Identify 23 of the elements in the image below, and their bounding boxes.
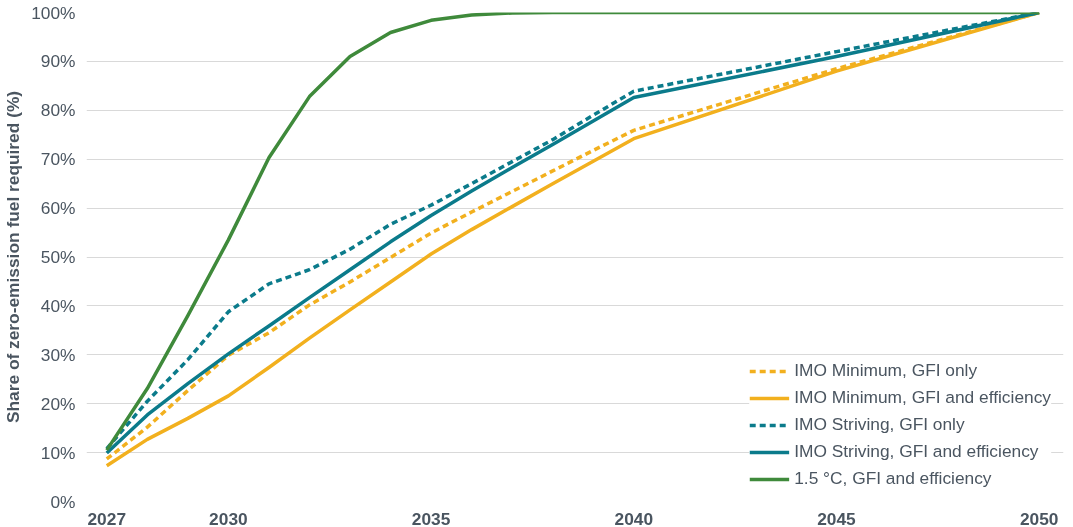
y-tick-label: 100% [31, 2, 76, 23]
y-tick-label: 60% [40, 198, 76, 219]
legend-label: 1.5 °C, GFI and efficiency [794, 468, 992, 489]
x-tick-label: 2035 [411, 508, 451, 527]
y-tick-label: 10% [40, 442, 76, 463]
y-tick-label: 40% [40, 295, 76, 316]
y-tick-label: 80% [40, 100, 76, 121]
x-tick-label: 2045 [817, 508, 857, 527]
x-tick-label: 2030 [209, 508, 248, 527]
y-tick-label: 50% [40, 247, 76, 267]
legend-label: IMO Minimum, GFI only [794, 360, 978, 381]
legend-label: IMO Minimum, GFI and efficiency [794, 387, 1051, 408]
x-tick-label: 2027 [87, 508, 127, 527]
y-tick-label: 0% [50, 491, 76, 512]
y-axis-title: Share of zero-emission fuel required (%) [3, 90, 24, 424]
x-tick-label: 2040 [614, 508, 654, 527]
y-tick-label: 20% [40, 393, 76, 414]
legend-label: IMO Striving, GFI and efficiency [794, 441, 1039, 462]
y-tick-label: 70% [40, 149, 76, 170]
legend-label: IMO Striving, GFI only [794, 414, 965, 435]
y-tick-label: 90% [40, 51, 76, 72]
x-tick-label: 2050 [1019, 508, 1059, 527]
y-tick-label: 30% [40, 344, 76, 365]
